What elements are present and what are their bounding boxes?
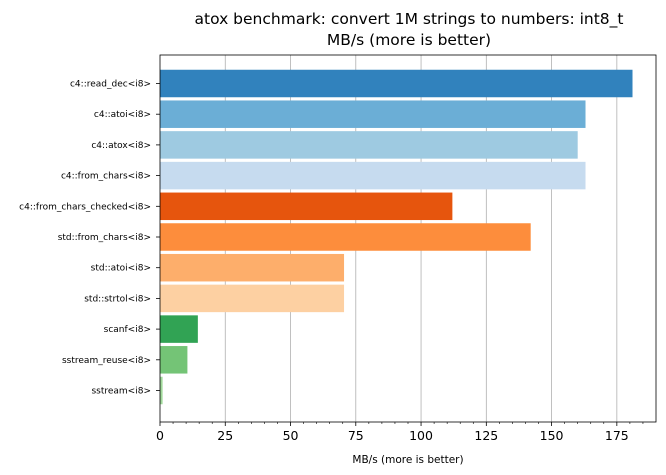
bar [160,376,163,405]
x-tick-label: 150 [540,428,564,443]
bar [160,253,345,282]
bar [160,192,453,221]
bar [160,223,531,251]
x-tick-label: 0 [156,428,164,443]
bar [160,346,188,374]
y-tick-label: sstream<i8> [91,387,151,397]
bar [160,161,586,190]
bar [160,315,198,343]
bar [160,69,633,98]
y-tick-label: std::strtol<i8> [84,294,151,304]
y-tick-label: c4::from_chars_checked<i8> [19,202,151,212]
bar [160,284,345,313]
y-tick-label: c4::atoi<i8> [94,110,151,120]
y-axis-ticks: c4::read_dec<i8>c4::atoi<i8>c4::atox<i8>… [19,80,160,397]
bar [160,131,578,159]
y-tick-label: std::atoi<i8> [91,264,151,274]
bars [160,69,633,405]
x-tick-label: 25 [217,428,233,443]
y-tick-label: scanf<i8> [104,325,151,335]
x-axis-ticks: 0 25 50 75 100 125 150 175 [156,422,644,443]
y-tick-label: c4::read_dec<i8> [70,80,151,90]
x-axis-label: MB/s (more is better) [352,454,463,466]
y-tick-label: c4::atox<i8> [91,141,151,151]
x-tick-label: 50 [283,428,299,443]
chart-title-line-2: MB/s (more is better) [327,31,491,49]
y-tick-label: c4::from_chars<i8> [61,172,151,182]
x-tick-label: 125 [474,428,498,443]
x-tick-label: 175 [605,428,629,443]
y-tick-label: sstream_reuse<i8> [62,356,151,366]
chart-title-line-1: atox benchmark: convert 1M strings to nu… [195,10,624,29]
bar [160,100,586,128]
y-tick-label: std::from_chars<i8> [58,233,151,243]
x-tick-label: 100 [409,428,433,443]
x-tick-label: 75 [348,428,364,443]
